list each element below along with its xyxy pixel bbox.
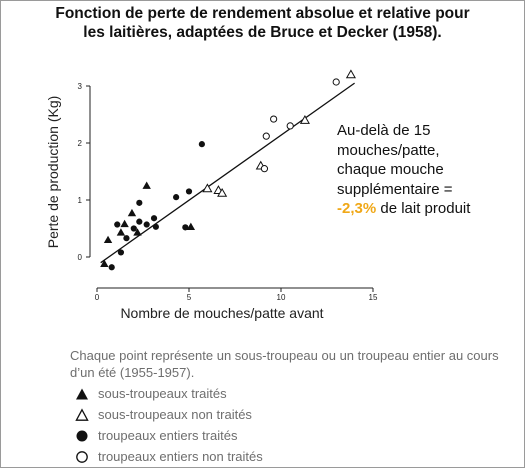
data-point-herd-treated (173, 194, 180, 201)
data-point-herd-untreated (286, 122, 294, 130)
chart-title-line1: Fonction de perte de rendement absolue e… (55, 5, 470, 22)
legend-label: sous-troupeaux traités (98, 386, 227, 401)
data-point-subherd-treated (133, 228, 142, 236)
legend-item-subherd-untreated: sous-troupeaux non traités (75, 404, 263, 425)
data-point-herd-treated (114, 221, 121, 228)
annotation-line2: mouches/patte, (337, 141, 440, 159)
y-tick-label: 1 (78, 196, 83, 205)
annotation-line1: Au-delà de 15 (337, 122, 431, 139)
data-point-herd-treated (185, 188, 193, 195)
data-point-herd-treated (182, 224, 189, 231)
chart-title-line2: les laitières, adaptées de Bruce et Deck… (83, 24, 442, 41)
y-tick-label: 2 (78, 139, 83, 148)
legend-item-herd-treated: troupeaux entiers traités (75, 425, 263, 446)
data-point-subherd-treated (120, 219, 129, 228)
data-point-herd-treated (123, 235, 130, 242)
data-point-subherd-treated (116, 228, 126, 236)
data-point-herd-untreated (270, 115, 278, 123)
data-point-subherd-treated (103, 235, 113, 244)
open-circle-icon (76, 450, 88, 463)
trend-line (100, 82, 355, 264)
legend-item-subherd-treated: sous-troupeaux traités (75, 383, 263, 404)
data-point-subherd-treated (186, 222, 196, 230)
x-tick-label: 5 (187, 293, 192, 302)
data-point-subherd-untreated (217, 187, 228, 197)
y-tick-label: 3 (78, 82, 83, 91)
filled-circle-icon (76, 430, 88, 441)
data-point-subherd-treated (142, 181, 151, 189)
chart-note: Chaque point représente un sous-troupeau… (70, 348, 499, 380)
data-point-herd-treated (130, 225, 137, 232)
y-tick-label: 0 (78, 253, 83, 262)
legend: sous-troupeaux traités sous-troupeaux no… (75, 383, 263, 467)
open-triangle-icon (75, 407, 89, 421)
data-point-subherd-treated (100, 259, 109, 267)
x-axis-label: Nombre de mouches/patte avant (120, 305, 323, 321)
annotation-rest: de lait produit (376, 200, 471, 217)
data-point-herd-untreated (332, 78, 340, 86)
data-point-herd-untreated (262, 132, 270, 140)
data-point-subherd-treated (127, 208, 137, 217)
annotation-box: Au-delà de 15 mouches/patte, chaque mouc… (337, 121, 470, 219)
annotation-line4: supplémentaire = (337, 180, 453, 198)
data-point-herd-treated (136, 199, 143, 206)
chart-title: Fonction de perte de rendement absolue e… (0, 4, 525, 42)
annotation-line5: -2,3% de lait produit (337, 199, 470, 219)
legend-label: troupeaux entiers traités (98, 428, 238, 443)
y-axis-label: Perte de production (Kg) (45, 96, 61, 249)
data-point-subherd-untreated (202, 183, 213, 193)
filled-triangle-icon (76, 388, 88, 399)
data-point-herd-treated (117, 249, 125, 256)
data-point-herd-treated (136, 218, 143, 225)
data-point-subherd-untreated (299, 114, 310, 124)
legend-label: troupeaux entiers non traités (98, 449, 263, 464)
legend-item-herd-untreated: troupeaux entiers non traités (75, 446, 263, 467)
annotation-line3: chaque mouche (337, 161, 444, 178)
data-point-herd-treated (198, 141, 205, 148)
annotation-highlight: -2,3% (337, 200, 377, 217)
data-point-herd-untreated (260, 165, 269, 173)
data-point-herd-treated (143, 221, 150, 228)
data-point-herd-treated (108, 264, 115, 271)
legend-label: sous-troupeaux non traités (98, 407, 252, 422)
x-tick-label: 15 (369, 293, 378, 302)
x-tick-label: 10 (277, 293, 286, 302)
data-point-herd-treated (152, 223, 159, 230)
data-point-herd-treated (150, 215, 158, 222)
data-point-subherd-untreated (345, 69, 356, 79)
x-tick-label: 0 (95, 293, 100, 302)
